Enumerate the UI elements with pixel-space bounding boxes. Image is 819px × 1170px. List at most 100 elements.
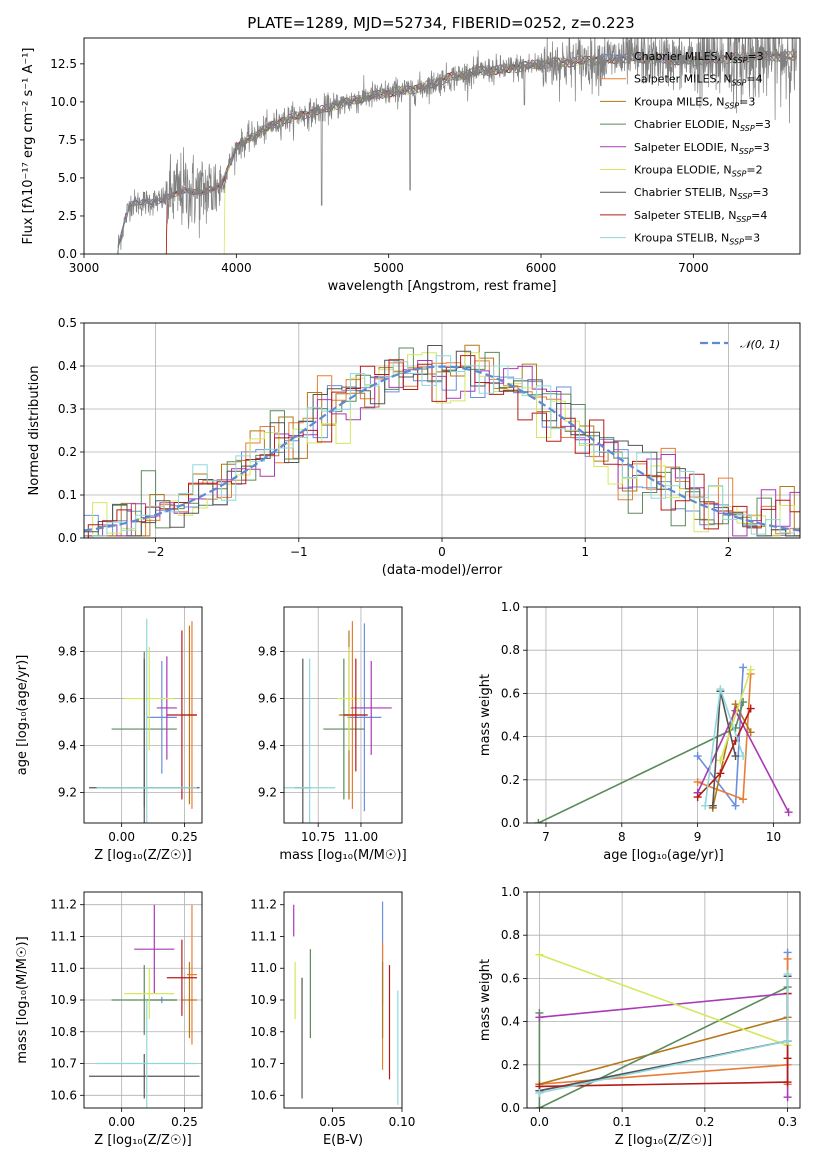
residual-histogram-4 — [87, 360, 800, 538]
error-bar-point — [146, 661, 177, 774]
y-tick-label: 9.8 — [258, 645, 277, 659]
y-tick-label: 10.7 — [250, 1057, 277, 1071]
error-bar-point — [124, 968, 175, 1020]
x-tick-label: 0.0 — [530, 1115, 549, 1129]
grid-weight-age — [527, 606, 800, 824]
y-tick-label: 0.2 — [58, 445, 77, 459]
residual-histogram-5 — [92, 352, 800, 538]
x-tick-label: 0.10 — [389, 1115, 416, 1129]
y-tick-label: 9.4 — [58, 739, 77, 753]
axes-mass-Z: 0.00 0.25 10.6 10.7 10.8 10.9 11.0 11.1 11.2 Z [l… — [15, 891, 203, 1148]
error-bar-point — [323, 658, 365, 800]
plot-area-age-Z — [89, 618, 200, 823]
error-bar-point — [96, 1000, 197, 1108]
x-tick-label: 0.3 — [778, 1115, 797, 1129]
legend-entry: Kroupa ELODIE, NSSP=2 — [634, 164, 763, 179]
weight-marker — [708, 801, 717, 810]
weight-marker — [535, 1013, 544, 1022]
y-tick-label: 11.1 — [50, 929, 77, 943]
y-tick-label: 1.0 — [501, 600, 520, 614]
x-tick-label: 0.00 — [108, 1115, 135, 1129]
residual-histogram-6 — [84, 345, 800, 538]
weight-marker — [693, 752, 702, 761]
y-tick-label: 12.5 — [50, 57, 77, 71]
weight-line-7 — [539, 993, 789, 1088]
normal-reference-curve — [84, 365, 800, 532]
y-tick-label: 0.4 — [501, 730, 520, 744]
y-tick-label: 11.0 — [250, 961, 277, 975]
x-tick-label: 0.2 — [695, 1115, 714, 1129]
axes-frame — [283, 606, 403, 824]
x-tick-label: 1 — [581, 545, 589, 559]
y-tick-label: 10.7 — [50, 1057, 77, 1071]
weight-marker — [716, 756, 725, 765]
weight-marker — [746, 665, 755, 674]
y-tick-label: 9.8 — [58, 645, 77, 659]
y-axis-label: Flux [fλ10⁻¹⁷ erg cm⁻² s⁻¹ A⁻¹] — [21, 48, 36, 245]
y-tick-label: 0.1 — [58, 488, 77, 502]
weight-marker — [535, 1088, 544, 1097]
weight-marker — [534, 819, 543, 823]
x-axis-label: (data-model)/error — [382, 563, 503, 578]
y-tick-label: 0.6 — [501, 971, 520, 985]
x-tick-label: 0 — [438, 545, 446, 559]
y-tick-label: 9.6 — [58, 692, 77, 706]
error-bar-point — [111, 965, 177, 1035]
y-tick-label: 9.6 — [258, 692, 277, 706]
axes-mass-EBV: 0.05 0.10 10.6 10.7 10.8 10.9 11.0 11.1 11.2 E(B-… — [250, 891, 416, 1148]
y-tick-label: 0.3 — [58, 402, 77, 416]
y-tick-label: 0.2 — [501, 1058, 520, 1072]
legend-entry: Chabrier ELODIE, NSSP=3 — [634, 118, 771, 133]
weight-line-5 — [719, 669, 752, 761]
weight-marker — [731, 752, 740, 761]
y-tick-label: 1.0 — [501, 885, 520, 899]
x-tick-label: 2 — [725, 545, 733, 559]
y-tick-label: 11.2 — [250, 898, 277, 912]
y-tick-label: 7.5 — [58, 133, 77, 147]
y-tick-label: 10.8 — [250, 1025, 277, 1039]
ticks-age-Z: 0.00 0.25 9.2 9.4 9.6 9.8 — [58, 645, 198, 844]
weight-marker — [739, 752, 748, 761]
weight-marker — [746, 728, 755, 737]
observed-spectrum — [117, 38, 798, 254]
y-tick-label: 10.9 — [50, 993, 77, 1007]
axes-layer: 3000 4000 5000 6000 70000.02.55.07.510.012.5… — [15, 37, 801, 1148]
weight-marker — [784, 808, 793, 817]
weight-line-3 — [538, 986, 788, 1108]
y-tick-label: 5.0 — [58, 171, 77, 185]
residual-histogram-8 — [92, 355, 800, 538]
error-bar-point — [186, 904, 197, 1045]
weight-marker — [783, 954, 792, 963]
x-axis-label: mass [log₁₀(M/M☉)] — [279, 848, 406, 863]
axes-frame — [83, 322, 801, 539]
y-tick-label: 11.0 — [50, 961, 77, 975]
plot-area-mass-EBV — [293, 901, 399, 1105]
y-axis-label: Normed distribution — [27, 366, 42, 496]
legend-residuals: 𝒩(0, 1) — [700, 338, 780, 351]
x-tick-label: 0.00 — [108, 830, 135, 844]
y-tick-label: 10.6 — [50, 1088, 77, 1102]
weight-marker — [739, 663, 748, 672]
weight-marker — [535, 1104, 544, 1108]
x-tick-label: −1 — [290, 545, 308, 559]
ticks-weight-Z: 0.0 0.1 0.2 0.3 0.0 0.2 0.4 0.6 0.8 1.0 — [501, 885, 797, 1129]
weight-marker — [693, 777, 702, 786]
weight-line-2 — [539, 1016, 788, 1085]
y-tick-label: 2.5 — [58, 209, 77, 223]
error-bar-point — [166, 630, 197, 800]
axes-weight-Z: 0.0 0.1 0.2 0.3 0.0 0.2 0.4 0.6 0.8 1.0 Z [log₁₀(Z… — [478, 885, 801, 1148]
ticks-age-mass: 10.75 11.00 9.2 9.4 9.6 9.8 — [258, 645, 378, 844]
weight-marker — [716, 685, 725, 694]
legend-entry: 𝒩(0, 1) — [740, 338, 780, 351]
weight-marker — [701, 801, 710, 810]
legend-entry: Salpeter ELODIE, NSSP=3 — [634, 141, 770, 156]
error-bar-point — [343, 658, 368, 772]
error-bar-point — [96, 618, 197, 823]
x-tick-label: 8 — [618, 830, 626, 844]
y-tick-label: 0.0 — [501, 1101, 520, 1115]
residual-histogram-3 — [84, 347, 800, 538]
y-tick-label: 0.0 — [58, 531, 77, 545]
plot-area-residuals — [84, 344, 800, 538]
error-bar-point — [166, 939, 197, 1016]
y-tick-label: 0.0 — [501, 816, 520, 830]
